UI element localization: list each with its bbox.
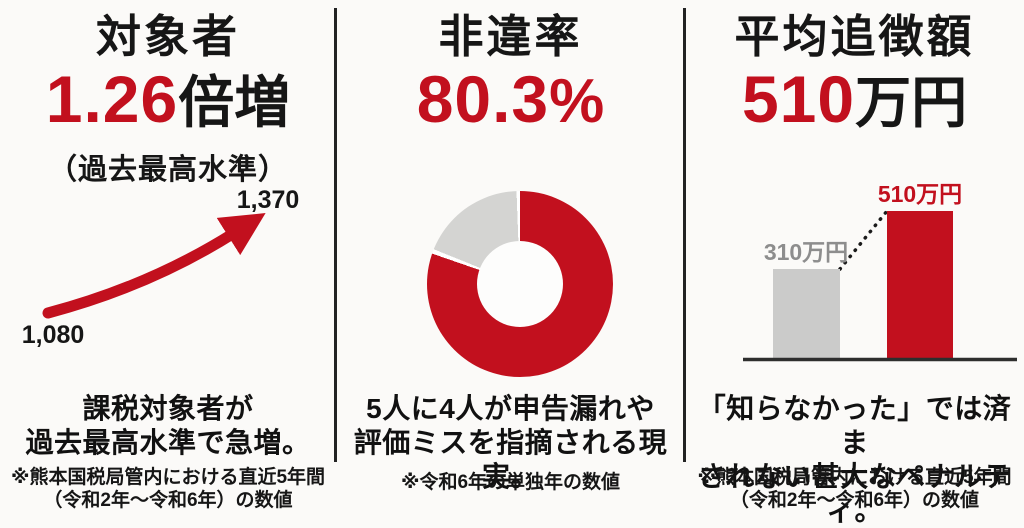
violation-stat-value: 80.3: [416, 62, 550, 136]
panel-violation-rate: 非違率 80.3% 5人に4人が申告漏れや 評価ミスを指摘される現実。 ※令和6…: [336, 0, 685, 518]
penalty-bar-current: [887, 211, 953, 358]
penalty-bar-chart: 310万円 510万円: [743, 181, 1017, 362]
subjects-footnote-line2: （令和2年～令和6年）の数値: [43, 490, 293, 511]
panel-average-penalty: 平均追徴額 510万円 310万円 510万円 「知らなかった」では済ま されな…: [685, 0, 1024, 526]
penalty-bar-previous: [773, 269, 840, 358]
trend-end-label: 1,370: [237, 186, 300, 214]
penalty-footnote-line2: （令和2年～令和6年）の数値: [729, 490, 980, 511]
subjects-footnote-line1: ※熊本国税局管内における直近5年間: [10, 467, 326, 488]
penalty-bar-previous-label: 310万円: [764, 239, 848, 265]
panel-divider-left: [334, 8, 337, 462]
violation-description-line2: 評価ミスを指摘される現実。: [353, 427, 668, 492]
penalty-stat-unit: 万円: [855, 71, 968, 134]
violation-stat-unit: %: [549, 67, 605, 136]
penalty-footnote: ※熊本国税局管内における直近5年間 （令和2年～令和6年）の数値: [685, 466, 1024, 512]
panel-subjects: 対象者 1.26倍増 （過去最高水準） 1,370 1,080 課税対象者が 過…: [0, 0, 336, 518]
panel-divider-right: [683, 8, 686, 462]
violation-footnote: ※令和6年の単独年の数値: [336, 471, 685, 494]
penalty-footnote-line1: ※熊本国税局管内における直近5年間: [697, 467, 1012, 488]
violation-description-line1: 5人に4人が申告漏れや: [366, 393, 655, 424]
penalty-description: 「知らなかった」では済ま されない甚大なペナルティ。: [685, 392, 1024, 528]
subjects-title: 対象者: [95, 11, 240, 62]
subjects-trend-chart: 1,370 1,080: [22, 186, 300, 349]
violation-footnote-line1: ※令和6年の単独年の数値: [400, 472, 621, 493]
violation-donut-hole: [477, 241, 563, 327]
trend-arrow: [42, 213, 266, 319]
trend-start-label: 1,080: [22, 321, 85, 349]
penalty-stat: 510万円: [685, 66, 1024, 132]
violation-description: 5人に4人が申告漏れや 評価ミスを指摘される現実。: [336, 392, 685, 494]
penalty-title: 平均追徴額: [734, 11, 975, 62]
penalty-stat-value: 510: [741, 62, 856, 136]
subjects-description-line1: 課税対象者が: [82, 393, 254, 424]
subjects-footnote: ※熊本国税局管内における直近5年間 （令和2年～令和6年）の数値: [0, 466, 336, 512]
subjects-stat-value: 1.26: [45, 62, 179, 136]
subjects-description: 課税対象者が 過去最高水準で急増。: [0, 392, 336, 460]
violation-donut-chart: [427, 191, 613, 377]
violation-stat: 80.3%: [336, 66, 685, 133]
penalty-bar-current-label: 510万円: [878, 181, 962, 207]
subjects-stat-unit: 倍増: [178, 71, 291, 134]
subjects-stat: 1.26倍増: [0, 66, 336, 132]
penalty-description-line1: 「知らなかった」では済ま: [697, 393, 1012, 458]
violation-title: 非違率: [438, 11, 583, 62]
subjects-description-line2: 過去最高水準で急増。: [25, 427, 311, 458]
subjects-stat-note: （過去最高水準）: [47, 154, 288, 186]
